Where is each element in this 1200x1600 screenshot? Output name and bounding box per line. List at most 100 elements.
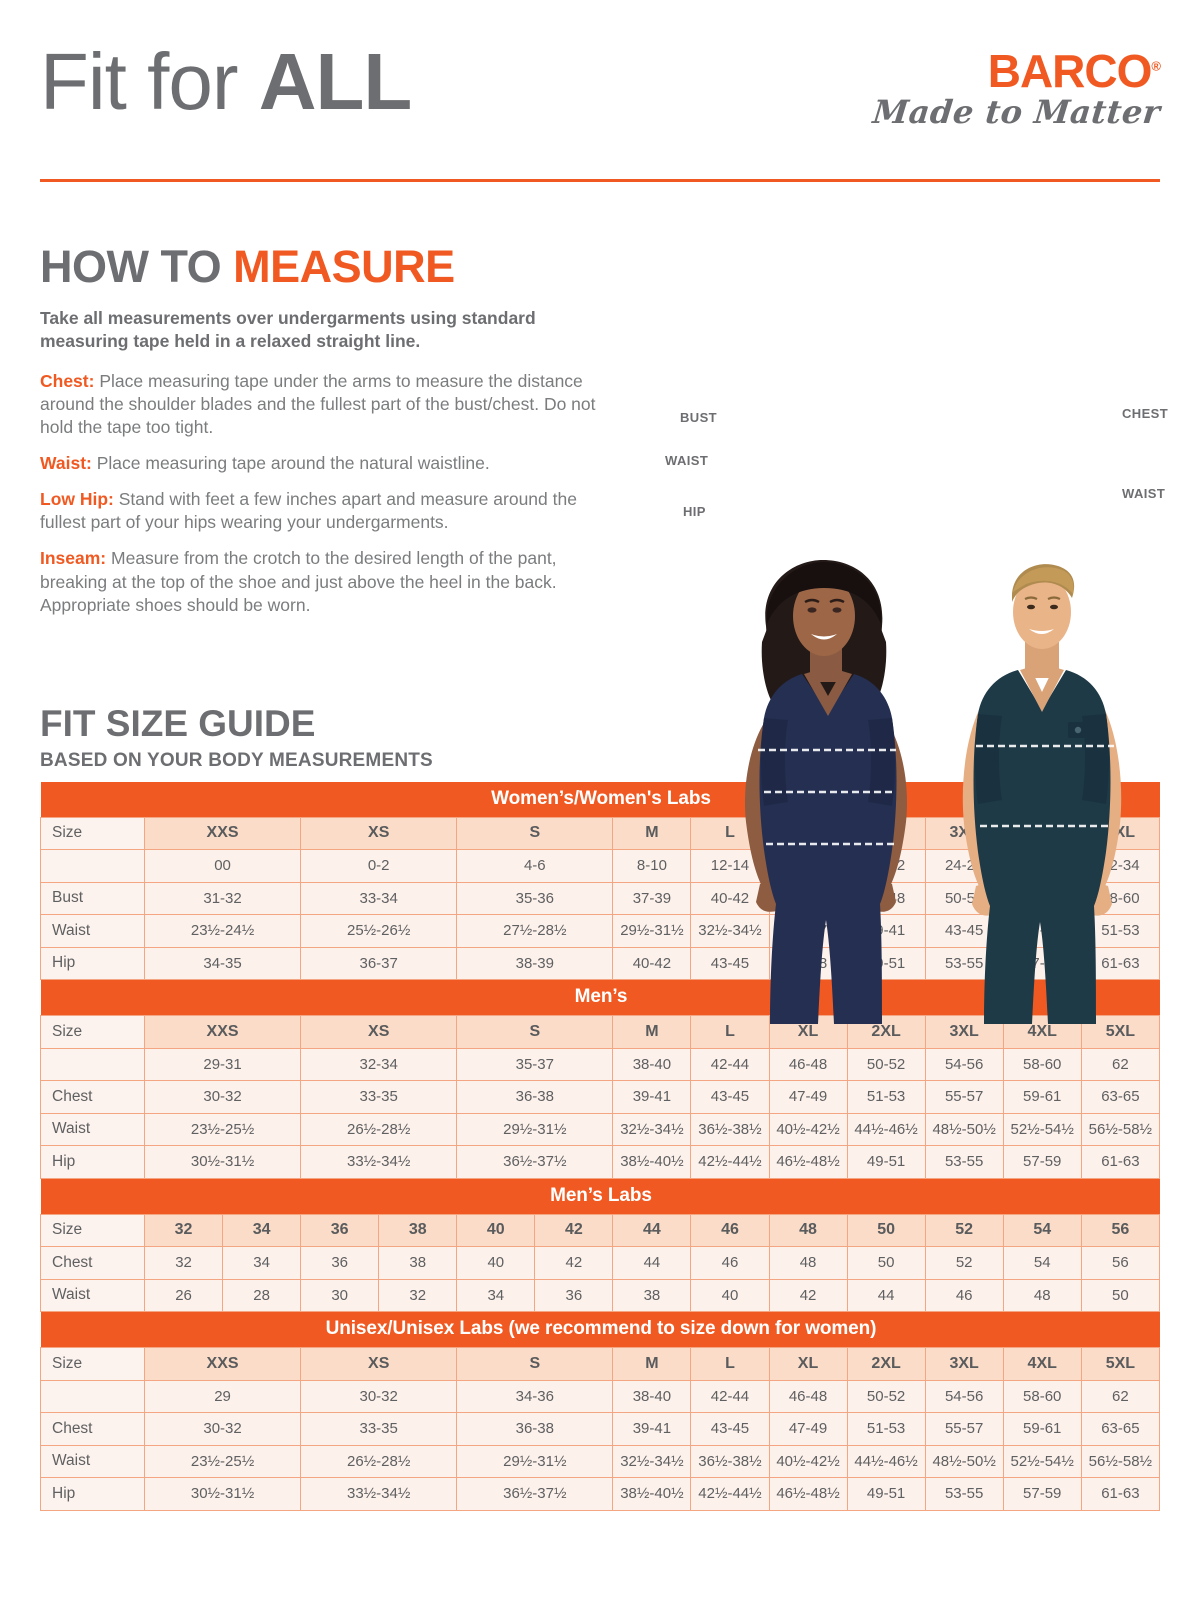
measure-item-low-hip-text: Stand with feet a few inches apart and m… bbox=[40, 489, 577, 533]
measure-item-chest-label: Chest: bbox=[40, 370, 95, 391]
table-cell: 49-51 bbox=[846, 1145, 926, 1179]
table-row: 29-31 32-34 35-37 38-40 42-44 46-48 50-52 54-56… bbox=[40, 1047, 1161, 1082]
table-cell: 50 bbox=[846, 1246, 926, 1280]
table-cell: 30-32 bbox=[143, 1412, 302, 1446]
table-cell: 46-48 bbox=[768, 1047, 848, 1082]
brand-name: BARCO® bbox=[987, 45, 1161, 97]
table-cell: 36 bbox=[300, 1246, 380, 1280]
table-cell: 56½-58½ bbox=[1080, 1444, 1161, 1479]
column-header-size: L bbox=[690, 1015, 770, 1049]
table-cell: 35-37 bbox=[456, 1047, 614, 1082]
table-row: Chest 32 34 36 38 40 42 44 46 48 50 52 54 56 bbox=[40, 1246, 1161, 1280]
table-cell: 29½-31½ bbox=[456, 1112, 614, 1147]
table-cell: 0-2 bbox=[300, 849, 458, 883]
table-cell: 54-56 bbox=[924, 1379, 1004, 1414]
measure-item-chest: Chest: Place measuring tape under the ar… bbox=[40, 370, 605, 439]
column-header-size: 32 bbox=[143, 1213, 224, 1248]
column-header-size: XL bbox=[768, 1347, 848, 1381]
table-section-title: Unisex/Unisex Labs (we recommend to size… bbox=[40, 1311, 1160, 1348]
label-hip: HIP bbox=[683, 504, 706, 519]
row-label: Waist bbox=[40, 1112, 145, 1147]
table-row: 29 30-32 34-36 38-40 42-44 46-48 50-52 54-56 58-… bbox=[40, 1379, 1161, 1414]
table-row: Waist 23½-25½ 26½-28½ 29½-31½ 32½-34½ 36½-38½… bbox=[40, 1444, 1161, 1479]
row-label: Chest bbox=[40, 1080, 145, 1114]
table-cell: 30½-31½ bbox=[143, 1145, 302, 1179]
table-cell: 42½-44½ bbox=[690, 1145, 770, 1179]
table-cell: 62 bbox=[1080, 1047, 1161, 1082]
row-label: Hip bbox=[40, 1477, 145, 1511]
column-header-size: 36 bbox=[300, 1213, 380, 1248]
table-cell: 28 bbox=[222, 1278, 302, 1313]
table-cell: 39-41 bbox=[612, 1080, 692, 1114]
table-cell: 54 bbox=[1002, 1246, 1082, 1280]
table-cell: 36½-38½ bbox=[690, 1444, 770, 1479]
table-section-band: Unisex/Unisex Labs (we recommend to size… bbox=[40, 1311, 1160, 1348]
table-cell: 29½-31½ bbox=[612, 914, 692, 948]
row-label: Chest bbox=[40, 1246, 145, 1280]
table-cell: 38 bbox=[612, 1278, 692, 1313]
table-cell: 38 bbox=[378, 1246, 458, 1280]
table-cell: 57-59 bbox=[1002, 1145, 1082, 1179]
column-header-size: XS bbox=[300, 816, 458, 851]
table-cell: 49-51 bbox=[846, 1477, 926, 1511]
row-label: Size bbox=[40, 1213, 145, 1248]
header-divider bbox=[40, 179, 1160, 182]
table-cell: 50 bbox=[1080, 1278, 1161, 1313]
table-cell: 57-59 bbox=[1002, 1477, 1082, 1511]
table-cell: 29-31 bbox=[143, 1047, 302, 1082]
table-cell: 29 bbox=[143, 1379, 302, 1414]
table-cell: 47-49 bbox=[768, 1080, 848, 1114]
table-cell: 33½-34½ bbox=[300, 1477, 458, 1511]
table-cell: 55-57 bbox=[924, 1080, 1004, 1114]
table-cell: 40½-42½ bbox=[768, 1112, 848, 1147]
column-header-size: 52 bbox=[924, 1213, 1004, 1248]
column-header-size: 44 bbox=[612, 1213, 692, 1248]
page-title-light: Fit for bbox=[40, 37, 259, 126]
measure-instructions: Take all measurements over undergarments… bbox=[40, 307, 605, 617]
table-cell: 36 bbox=[534, 1278, 614, 1313]
table-cell: 56½-58½ bbox=[1080, 1112, 1161, 1147]
table-cell: 36-38 bbox=[456, 1080, 614, 1114]
brand-name-text: BARCO bbox=[987, 45, 1153, 97]
row-label: Hip bbox=[40, 946, 145, 981]
table-cell: 36-37 bbox=[300, 946, 458, 981]
table-cell: 38-39 bbox=[456, 946, 614, 981]
column-header-size: 46 bbox=[690, 1213, 770, 1248]
fit-size-guide-section: FIT SIZE GUIDE BASED ON YOUR BODY MEASUR… bbox=[40, 705, 1160, 772]
table-cell: 32½-34½ bbox=[612, 1444, 692, 1479]
table-cell: 23½-25½ bbox=[143, 1112, 302, 1147]
male-model-photo bbox=[930, 554, 1155, 1024]
table-cell: 61-63 bbox=[1080, 1145, 1161, 1179]
table-cell: 44 bbox=[612, 1246, 692, 1280]
table-cell: 33-35 bbox=[300, 1412, 458, 1446]
column-header-size: 42 bbox=[534, 1213, 614, 1248]
table-cell: 35-36 bbox=[456, 881, 614, 916]
table-cell: 34 bbox=[456, 1278, 536, 1313]
row-label: Bust bbox=[40, 881, 145, 916]
table-cell: 32½-34½ bbox=[612, 1112, 692, 1147]
column-header-size: 40 bbox=[456, 1213, 536, 1248]
table-cell: 59-61 bbox=[1002, 1412, 1082, 1446]
table-cell: 44 bbox=[846, 1278, 926, 1313]
label-bust: BUST bbox=[680, 410, 717, 425]
label-waist-female: WAIST bbox=[665, 453, 709, 468]
column-header-size: S bbox=[456, 1015, 614, 1049]
column-header-size: 34 bbox=[222, 1213, 302, 1248]
table-cell: 39-41 bbox=[612, 1412, 692, 1446]
table-cell: 52½-54½ bbox=[1002, 1444, 1082, 1479]
table-cell: 30-32 bbox=[300, 1379, 458, 1414]
table-cell: 33½-34½ bbox=[300, 1145, 458, 1179]
column-header-size: 48 bbox=[768, 1213, 848, 1248]
measure-item-waist: Waist: Place measuring tape around the n… bbox=[40, 452, 605, 475]
table-cell: 43-45 bbox=[690, 1080, 770, 1114]
table-cell: 26½-28½ bbox=[300, 1444, 458, 1479]
table-cell: 62 bbox=[1080, 1379, 1161, 1414]
table-cell: 50-52 bbox=[846, 1379, 926, 1414]
table-cell: 51-53 bbox=[1080, 914, 1161, 948]
page-title: Fit for ALL bbox=[40, 42, 1160, 122]
table-cell: 46-48 bbox=[768, 1379, 848, 1414]
row-label: Chest bbox=[40, 1412, 145, 1446]
table-row: Waist 23½-25½ 26½-28½ 29½-31½ 32½-34½ 36½-38½… bbox=[40, 1112, 1161, 1147]
table-cell: 32 bbox=[143, 1246, 224, 1280]
